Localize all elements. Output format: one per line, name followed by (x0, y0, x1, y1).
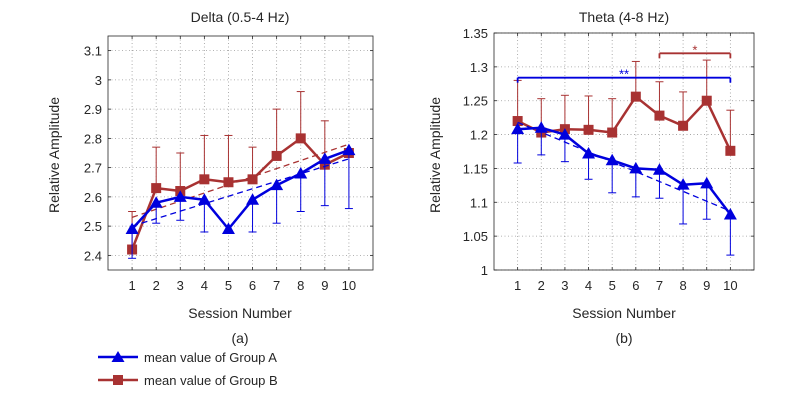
panel-delta-xtick-label: 10 (342, 278, 356, 293)
panel-theta-xtick-label: 4 (585, 278, 592, 293)
panel-theta-trendline-group-a (517, 121, 731, 212)
panel-delta-xtick-label: 8 (297, 278, 304, 293)
panel-delta-point-group-a (246, 193, 260, 205)
panel-theta-xtick-label: 9 (703, 278, 710, 293)
panel-theta-series-line-group-a (517, 126, 732, 216)
panel-delta-label: (a) (231, 330, 248, 346)
panel-theta-ytick-label: 1.2 (470, 128, 488, 143)
panel-delta-xtick-label: 5 (225, 278, 232, 293)
panel-theta-point-group-a (605, 153, 619, 166)
panel-delta-ytick-label: 2.8 (84, 131, 102, 146)
panel-theta-point-group-b (512, 116, 523, 127)
panel-delta-point-group-a (294, 166, 308, 179)
panel-theta-xtick-label: 8 (679, 278, 686, 293)
panel-theta-point-group-a (534, 121, 548, 133)
legend: mean value of Group A mean value of Grou… (98, 350, 278, 388)
panel-delta-point-group-a (197, 193, 211, 205)
panel-delta-ytick-label: 2.9 (84, 102, 102, 117)
panel-delta-point-group-b (199, 174, 210, 185)
panel-theta-point-group-a (723, 207, 737, 220)
panel-theta-point-group-a (558, 128, 572, 140)
panel-theta-point-group-b (678, 120, 689, 131)
panel-delta-xtick-label: 2 (153, 278, 160, 293)
panel-delta-title: Delta (0.5-4 Hz) (191, 9, 290, 25)
panel-theta-point-group-b (725, 145, 736, 156)
legend-marker-triangle-icon (111, 351, 125, 362)
panel-theta: Theta (4-8 Hz) Session Number (b) Relati… (427, 9, 755, 346)
panel-theta-ylabel: Relative Amplitude (427, 97, 443, 213)
panel-delta-xtick-label: 9 (321, 278, 328, 293)
panel-delta-axes-box (107, 35, 374, 271)
panel-theta-point-group-b (630, 91, 641, 102)
panel-delta-point-group-b (223, 177, 234, 188)
legend-label-group-a: mean value of Group A (144, 350, 277, 365)
panel-delta-xtick-label: 6 (249, 278, 256, 293)
panel-delta-ytick-label: 3.1 (84, 44, 102, 59)
panel-theta-xtick-label: 5 (609, 278, 616, 293)
panel-theta-point-group-a (700, 176, 714, 189)
panel-delta-point-group-a (318, 152, 332, 164)
panel-delta-ytick-label: 2.6 (84, 190, 102, 205)
panel-delta-point-group-b (295, 133, 306, 144)
legend-item-group-a: mean value of Group A (98, 350, 277, 365)
panel-theta-ytick-label: 1.15 (463, 161, 488, 176)
panel-delta-xtick-label: 3 (177, 278, 184, 293)
panel-theta-xtick-label: 1 (514, 278, 521, 293)
panel-theta-title: Theta (4-8 Hz) (579, 9, 669, 25)
panel-delta-xtick-label: 4 (201, 278, 208, 293)
panel-delta-xtick-label: 1 (128, 278, 135, 293)
panel-theta-xtick-label: 3 (561, 278, 568, 293)
panel-theta-label: (b) (615, 330, 632, 346)
panel-theta-point-group-a (652, 163, 666, 175)
legend-item-group-b: mean value of Group B (98, 373, 278, 388)
panel-theta-series-line-group-b (517, 95, 732, 152)
panel-theta-xlabel: Session Number (572, 305, 676, 321)
panel-theta-ytick-label: 1.25 (463, 94, 488, 109)
panel-theta-significance-label-group-b: * (692, 42, 697, 57)
panel-theta-ytick-label: 1.3 (470, 60, 488, 75)
panel-delta-point-group-b (247, 174, 258, 185)
panel-delta-series-line-group-b (130, 137, 350, 250)
panel-theta-xtick-label: 2 (538, 278, 545, 293)
panel-theta-ytick-label: 1.1 (470, 195, 488, 210)
panel-delta-point-group-a (173, 190, 187, 202)
panel-delta-ytick-label: 3 (95, 73, 102, 88)
panel-delta-point-group-b (151, 183, 162, 194)
panel-theta-point-group-a (629, 161, 643, 174)
panel-theta-point-group-b (701, 95, 712, 106)
panel-delta-ytick-label: 2.7 (84, 161, 102, 176)
panel-theta-point-group-b (607, 127, 618, 138)
panel-delta-point-group-b (271, 150, 282, 161)
legend-label-group-b: mean value of Group B (144, 373, 278, 388)
panel-theta-xtick-label: 7 (656, 278, 663, 293)
panel-delta-xlabel: Session Number (188, 305, 292, 321)
panel-theta-point-group-a (511, 122, 525, 135)
panel-theta-point-group-b (654, 110, 665, 121)
panel-theta-ytick-label: 1.05 (463, 229, 488, 244)
panel-delta-point-group-a (270, 178, 284, 191)
panel-theta-point-group-a (582, 147, 596, 159)
panel-theta-ytick-label: 1 (481, 263, 488, 278)
panel-delta-point-group-a (221, 222, 235, 235)
panel-delta-point-group-a (149, 196, 163, 208)
panel-theta-significance-label-group-a: ** (619, 67, 629, 82)
panel-delta-ytick-label: 2.5 (84, 219, 102, 234)
panel-delta-point-group-a (125, 222, 139, 235)
panel-theta-xtick-label: 6 (632, 278, 639, 293)
panel-delta-ylabel: Relative Amplitude (46, 97, 62, 213)
panel-theta-axes-box (493, 32, 755, 271)
panel-delta-point-group-a (342, 143, 356, 156)
panel-delta-xtick-label: 7 (273, 278, 280, 293)
legend-marker-square-icon (113, 375, 123, 385)
panel-delta-ytick-label: 2.4 (84, 248, 102, 263)
panel-delta: Delta (0.5-4 Hz) Session Number (a) Rela… (46, 9, 374, 346)
panel-theta-ytick-label: 1.35 (463, 26, 488, 41)
panel-theta-point-group-a (676, 178, 690, 190)
panel-delta-trendline-group-a (131, 158, 350, 227)
panel-delta-series-line-group-a (131, 148, 350, 231)
panel-theta-xtick-label: 10 (723, 278, 737, 293)
panel-theta-point-group-b (583, 124, 594, 135)
